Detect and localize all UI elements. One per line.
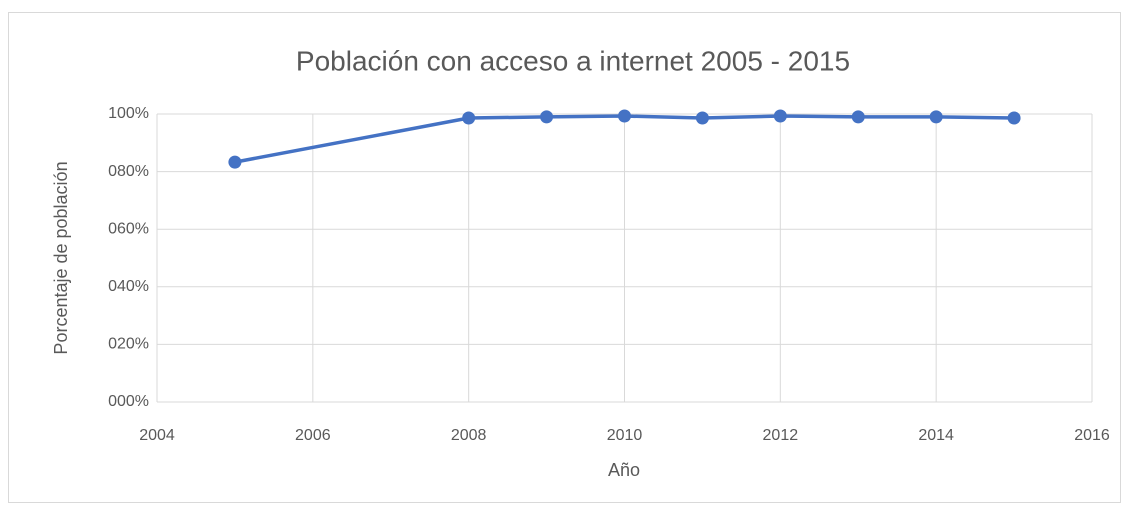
- y-tick-label: 080%: [108, 163, 149, 180]
- y-tick-label: 100%: [108, 105, 149, 122]
- data-point: [540, 110, 554, 124]
- y-tick-label: 060%: [108, 220, 149, 237]
- x-tick-label: 2012: [763, 427, 799, 444]
- data-point: [618, 109, 631, 123]
- x-tick-label: 2010: [607, 427, 643, 444]
- x-tick-label: 2006: [295, 427, 331, 444]
- y-tick-label: 040%: [108, 278, 149, 295]
- x-axis-label: Año: [608, 460, 640, 480]
- y-tick-label: 000%: [108, 393, 149, 410]
- data-point: [695, 111, 709, 125]
- data-point: [462, 111, 476, 125]
- chart-title: Población con acceso a internet 2005 - 2…: [296, 45, 850, 76]
- x-tick-label: 2008: [451, 427, 487, 444]
- x-tick-label: 2004: [139, 427, 175, 444]
- data-point: [1007, 111, 1021, 125]
- data-point: [851, 110, 865, 124]
- y-axis-label: Porcentaje de población: [51, 161, 71, 354]
- data-point: [228, 155, 242, 169]
- x-tick-label: 2016: [1074, 427, 1110, 444]
- data-point: [929, 110, 943, 124]
- x-tick-label: 2014: [918, 427, 954, 444]
- y-tick-label: 020%: [108, 336, 149, 353]
- chart-border: [8, 12, 1121, 503]
- data-point: [773, 109, 787, 123]
